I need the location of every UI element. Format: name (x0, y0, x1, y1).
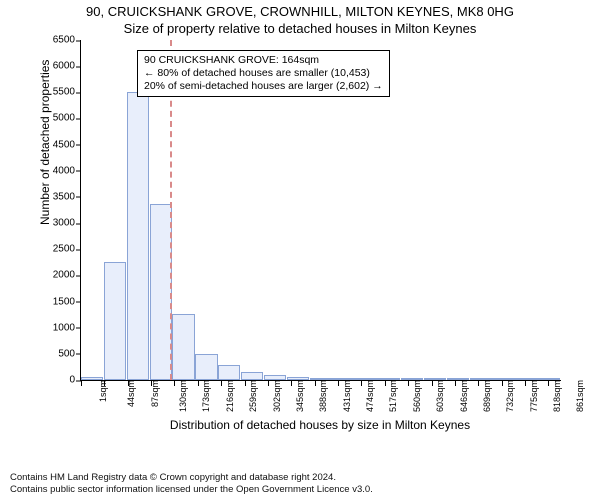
footer: Contains HM Land Registry data © Crown c… (10, 472, 373, 496)
y-tick: 0 (41, 375, 75, 386)
x-tick-label: 646sqm (459, 380, 469, 412)
y-tick: 1500 (41, 296, 75, 307)
x-tick-label: 216sqm (225, 380, 235, 412)
x-tick-label: 345sqm (295, 380, 305, 412)
histogram-bar (287, 377, 309, 380)
histogram-bar (241, 372, 263, 380)
x-tick-label: 818sqm (552, 380, 562, 412)
histogram-bar (492, 378, 514, 380)
histogram-bar (264, 375, 286, 380)
x-axis-label: Distribution of detached houses by size … (80, 418, 560, 432)
histogram-bar (104, 262, 126, 380)
histogram-bar (218, 365, 240, 380)
annotation-line: ← 80% of detached houses are smaller (10… (144, 67, 383, 80)
chart-title: 90, CRUICKSHANK GROVE, CROWNHILL, MILTON… (0, 0, 600, 20)
y-tick: 4000 (41, 165, 75, 176)
x-tick (268, 381, 270, 386)
histogram-bar (424, 378, 446, 380)
x-tick-label: 302sqm (272, 380, 282, 412)
x-tick (151, 381, 153, 386)
histogram-bar (515, 378, 537, 380)
plot-wrap: Number of detached properties 0500100015… (50, 40, 570, 410)
x-tick (478, 381, 480, 386)
x-tick-label: 1sqm (98, 380, 108, 402)
x-tick-label: 173sqm (202, 380, 212, 412)
x-tick-label: 130sqm (178, 380, 188, 412)
x-tick (291, 381, 293, 386)
histogram-bar (172, 314, 194, 380)
x-tick (502, 381, 504, 386)
y-tick: 5000 (41, 113, 75, 124)
x-tick (408, 381, 410, 386)
y-tick: 3000 (41, 218, 75, 229)
histogram-bar (538, 378, 560, 380)
x-tick-label: 775sqm (529, 380, 539, 412)
x-tick-label: 861sqm (576, 380, 586, 412)
histogram-bar (310, 378, 332, 380)
x-tick (245, 381, 247, 386)
x-tick-label: 689sqm (482, 380, 492, 412)
x-tick (221, 381, 223, 386)
x-tick (385, 381, 387, 386)
y-tick: 6500 (41, 35, 75, 46)
histogram-bar (401, 378, 423, 380)
x-tick (198, 381, 200, 386)
histogram-bar (81, 377, 103, 380)
footer-line-2: Contains public sector information licen… (10, 484, 373, 496)
y-tick: 5500 (41, 87, 75, 98)
y-tick: 1000 (41, 322, 75, 333)
annotation-box: 90 CRUICKSHANK GROVE: 164sqm← 80% of det… (137, 50, 390, 97)
y-tick: 4500 (41, 139, 75, 150)
x-tick (81, 381, 83, 386)
annotation-line: 90 CRUICKSHANK GROVE: 164sqm (144, 54, 383, 67)
y-tick: 500 (41, 348, 75, 359)
histogram-bar (150, 204, 172, 380)
x-tick (128, 381, 130, 386)
x-tick-label: 517sqm (389, 380, 399, 412)
x-tick-label: 259sqm (248, 380, 258, 412)
annotation-line: 20% of semi-detached houses are larger (… (144, 80, 383, 93)
x-tick-label: 603sqm (435, 380, 445, 412)
histogram-bar (195, 354, 217, 380)
x-tick-label: 732sqm (505, 380, 515, 412)
histogram-bar (470, 378, 492, 380)
chart-subtitle: Size of property relative to detached ho… (0, 20, 600, 37)
histogram-bar (355, 378, 377, 380)
histogram-bar (378, 378, 400, 380)
x-tick (104, 381, 106, 386)
y-tick: 3500 (41, 191, 75, 202)
x-tick (455, 381, 457, 386)
x-tick-label: 431sqm (342, 380, 352, 412)
x-tick-label: 560sqm (412, 380, 422, 412)
x-tick (432, 381, 434, 386)
footer-line-1: Contains HM Land Registry data © Crown c… (10, 472, 373, 484)
x-tick-label: 474sqm (365, 380, 375, 412)
histogram-bar (447, 378, 469, 380)
x-tick (525, 381, 527, 386)
histogram-bar (127, 92, 149, 380)
x-tick (338, 381, 340, 386)
y-tick: 6000 (41, 61, 75, 72)
x-tick (174, 381, 176, 386)
y-tick: 2500 (41, 244, 75, 255)
x-tick-label: 388sqm (318, 380, 328, 412)
x-tick (548, 381, 550, 386)
x-tick (315, 381, 317, 386)
x-tick (361, 381, 363, 386)
plot-area: 0500100015002000250030003500400045005000… (80, 40, 561, 381)
y-tick: 2000 (41, 270, 75, 281)
histogram-bar (332, 378, 354, 380)
